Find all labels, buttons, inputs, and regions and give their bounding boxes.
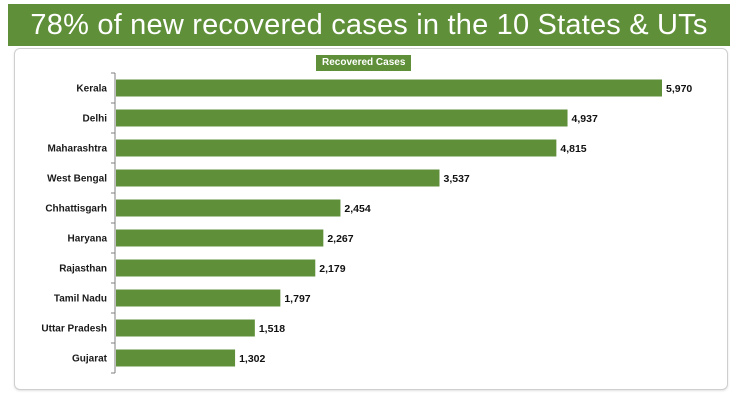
- category-label-maharashtra: Maharashtra: [48, 144, 108, 155]
- bar-delhi: [116, 109, 568, 127]
- category-label-kerala: Kerala: [76, 84, 107, 95]
- category-label-delhi: Delhi: [83, 114, 108, 125]
- category-label-west-bengal: West Bengal: [47, 174, 107, 185]
- bar-chhattisgarh: [116, 199, 341, 217]
- category-label-uttar-pradesh: Uttar Pradesh: [41, 324, 107, 335]
- category-label-chhattisgarh: Chhattisgarh: [45, 204, 107, 215]
- bar-west-bengal: [116, 169, 440, 187]
- value-label-haryana: 2,267: [327, 233, 353, 245]
- bar-kerala: [116, 79, 662, 97]
- chart-title: 78% of new recovered cases in the 10 Sta…: [30, 8, 708, 41]
- bar-gujarat: [116, 349, 236, 367]
- value-label-west-bengal: 3,537: [443, 173, 469, 185]
- value-label-chhattisgarh: 2,454: [344, 203, 370, 215]
- category-label-tamil-nadu: Tamil Nadu: [54, 294, 107, 305]
- bar-maharashtra: [116, 139, 557, 157]
- bar-tamil-nadu: [116, 289, 281, 307]
- value-label-uttar-pradesh: 1,518: [259, 323, 285, 335]
- bar-rajasthan: [116, 259, 316, 277]
- bar-haryana: [116, 229, 324, 247]
- title-banner: 78% of new recovered cases in the 10 Sta…: [8, 4, 730, 46]
- value-label-gujarat: 1,302: [239, 353, 265, 365]
- value-label-delhi: 4,937: [572, 113, 598, 125]
- category-label-haryana: Haryana: [68, 234, 108, 245]
- value-label-kerala: 5,970: [666, 83, 692, 95]
- legend-entry-recovered-cases: Recovered Cases: [316, 55, 412, 71]
- category-label-rajasthan: Rajasthan: [59, 264, 107, 275]
- value-label-rajasthan: 2,179: [319, 263, 345, 275]
- category-label-gujarat: Gujarat: [72, 354, 108, 365]
- bar-uttar-pradesh: [116, 319, 255, 337]
- value-label-maharashtra: 4,815: [560, 143, 586, 155]
- value-label-tamil-nadu: 1,797: [284, 293, 310, 305]
